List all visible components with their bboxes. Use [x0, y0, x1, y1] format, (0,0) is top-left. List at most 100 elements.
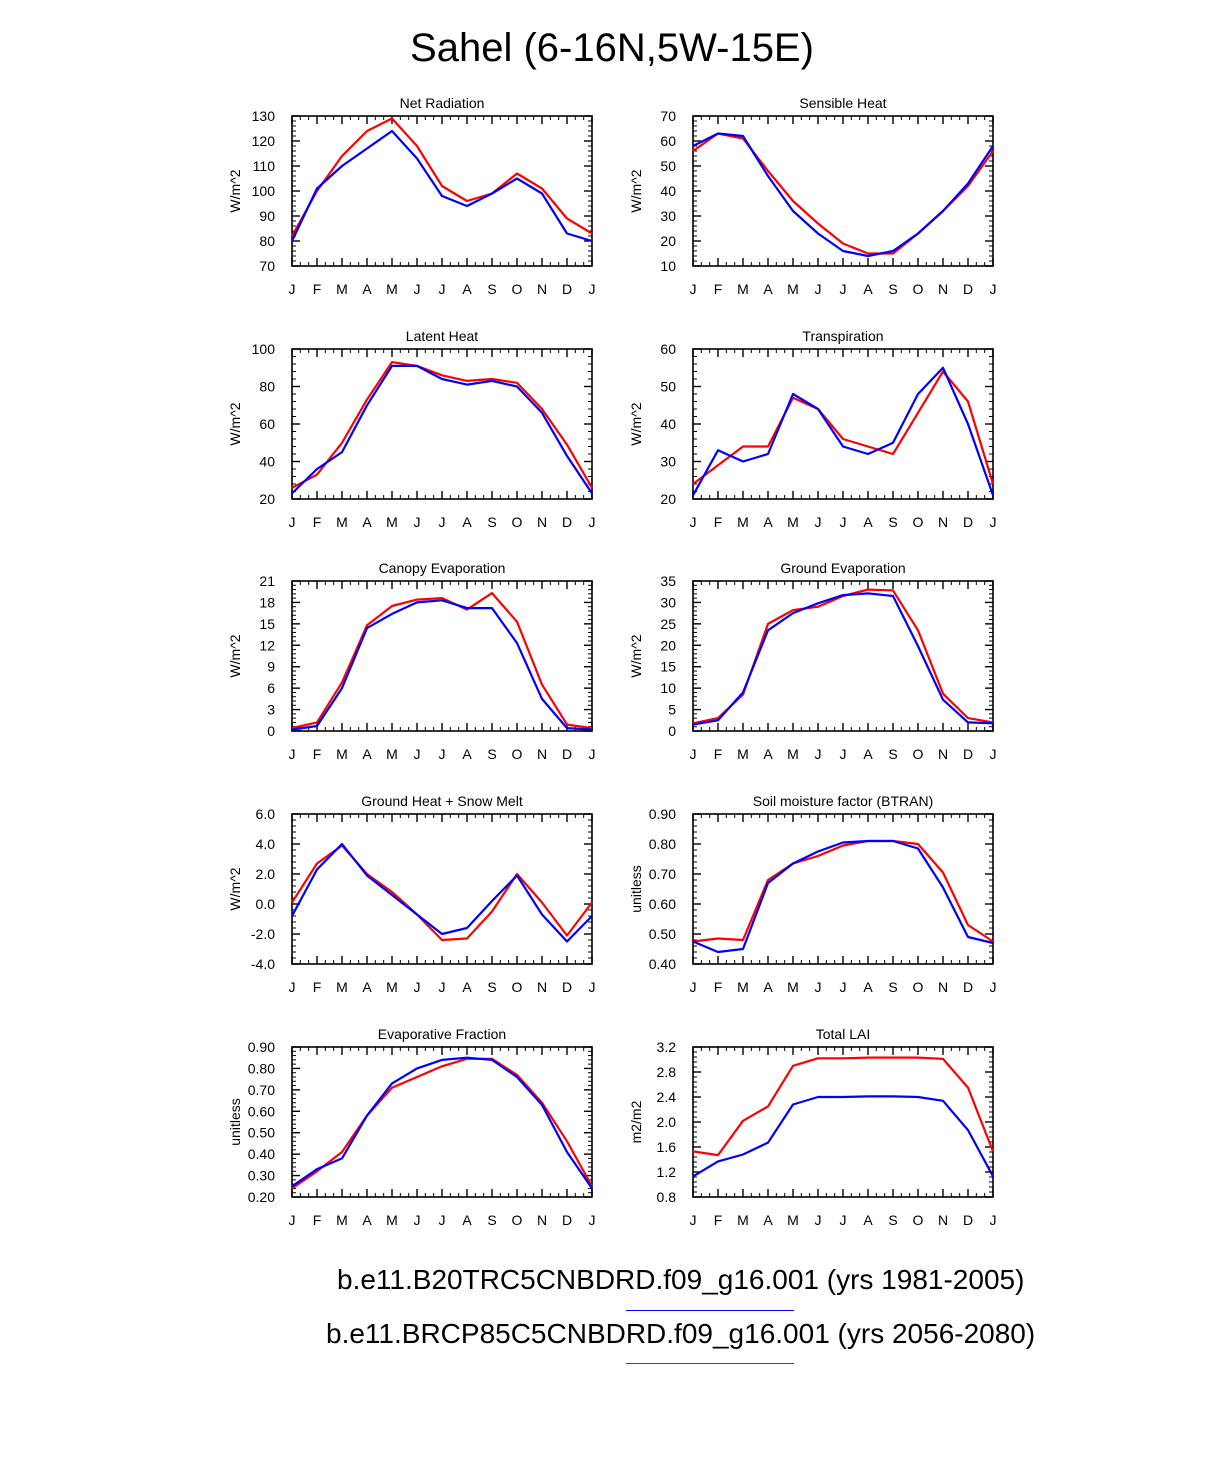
x-tick-label: J: [840, 281, 847, 297]
y-tick-label: 30: [660, 454, 676, 470]
y-tick-label: 0.80: [649, 836, 676, 852]
x-tick-label: N: [537, 514, 547, 530]
x-tick-label: N: [938, 746, 948, 762]
x-tick-label: A: [362, 1212, 372, 1228]
x-tick-label: O: [913, 1212, 924, 1228]
x-tick-label: F: [313, 281, 322, 297]
y-tick-label: 12: [259, 637, 275, 653]
x-tick-label: M: [737, 746, 749, 762]
series-line-future: [291, 361, 593, 489]
y-tick-label: 20: [259, 491, 275, 507]
series-line-future: [692, 839, 994, 943]
legend-swatch-historical: [626, 1310, 794, 1311]
y-axis-label: W/m^2: [227, 634, 243, 677]
y-axis-label: W/m^2: [227, 867, 243, 910]
x-tick-label: N: [938, 1212, 948, 1228]
x-tick-label: J: [439, 514, 446, 530]
x-tick-label: N: [938, 514, 948, 530]
x-tick-label: D: [562, 281, 572, 297]
panel-transpiration: J F M A M J J A S O N D J2030405060TranspirationW/m^…: [628, 328, 997, 530]
panel-title: Canopy Evaporation: [379, 560, 506, 576]
x-tick-label: M: [336, 1212, 348, 1228]
y-tick-label: 4.0: [256, 836, 276, 852]
x-tick-label: A: [763, 746, 773, 762]
y-tick-label: 1.6: [657, 1139, 677, 1155]
x-tick-label: J: [690, 746, 697, 762]
x-tick-label: J: [414, 746, 421, 762]
y-axis-label: W/m^2: [628, 634, 644, 677]
series-line-historical: [692, 366, 995, 496]
x-tick-label: M: [787, 979, 799, 995]
x-tick-label: D: [562, 746, 572, 762]
panel-soil-moisture-factor-btran: J F M A M J J A S O N D J0.400.500.600.700.800.90Soi…: [628, 793, 997, 995]
panel-evaporative-fraction: J F M A M J J A S O N D J0.200.300.400.500.600.700.8…: [227, 1026, 596, 1228]
x-tick-label: J: [289, 514, 296, 530]
series-line-historical: [692, 839, 994, 954]
x-tick-label: J: [815, 979, 822, 995]
x-tick-label: M: [336, 514, 348, 530]
y-tick-label: 120: [252, 133, 276, 149]
x-tick-label: J: [589, 979, 596, 995]
y-tick-label: 10: [660, 258, 676, 274]
y-tick-label: 0.40: [248, 1146, 275, 1162]
y-tick-label: 60: [259, 416, 275, 432]
x-tick-label: A: [763, 514, 773, 530]
y-tick-label: 3: [267, 702, 275, 718]
x-tick-label: J: [439, 281, 446, 297]
x-tick-label: J: [990, 1212, 997, 1228]
y-tick-label: 0.70: [248, 1082, 275, 1098]
x-tick-label: M: [336, 746, 348, 762]
x-tick-label: J: [289, 281, 296, 297]
y-tick-label: 90: [259, 208, 275, 224]
y-tick-label: 0.90: [248, 1039, 275, 1055]
y-tick-label: 100: [252, 183, 276, 199]
x-tick-label: M: [787, 514, 799, 530]
y-axis-label: W/m^2: [628, 402, 644, 445]
y-tick-label: 0.20: [248, 1189, 275, 1205]
panel-title: Net Radiation: [400, 95, 485, 111]
page-title: Sahel (6-16N,5W-15E): [410, 26, 814, 70]
y-tick-label: 40: [660, 416, 676, 432]
y-tick-label: 18: [259, 594, 275, 610]
x-tick-label: J: [840, 979, 847, 995]
x-tick-label: J: [289, 1212, 296, 1228]
x-tick-label: J: [439, 746, 446, 762]
y-axis-label: W/m^2: [227, 169, 243, 212]
x-tick-label: J: [990, 979, 997, 995]
x-tick-label: J: [815, 281, 822, 297]
x-tick-label: O: [512, 514, 523, 530]
x-tick-label: F: [714, 1212, 723, 1228]
panel-title: Ground Evaporation: [780, 560, 905, 576]
y-tick-label: 60: [660, 341, 676, 357]
y-tick-label: 3.2: [657, 1039, 677, 1055]
series-line-historical: [692, 592, 994, 726]
x-tick-label: A: [763, 281, 773, 297]
y-tick-label: 10: [660, 680, 676, 696]
x-tick-label: A: [462, 281, 472, 297]
x-tick-label: D: [963, 281, 973, 297]
x-tick-label: M: [737, 514, 749, 530]
x-tick-label: F: [313, 1212, 322, 1228]
y-axis-label: unitless: [227, 1098, 243, 1145]
plot-frame: [692, 348, 994, 500]
y-tick-label: 0.50: [649, 926, 676, 942]
panel-title: Evaporative Fraction: [378, 1026, 506, 1042]
y-tick-label: 100: [252, 341, 276, 357]
x-tick-label: S: [888, 281, 897, 297]
x-tick-label: N: [537, 746, 547, 762]
x-tick-label: J: [990, 746, 997, 762]
plot-frame: [291, 348, 593, 500]
series-line-future: [291, 117, 593, 237]
x-tick-label: O: [512, 979, 523, 995]
y-axis-label: unitless: [628, 865, 644, 912]
x-tick-label: M: [336, 979, 348, 995]
y-tick-label: 0.70: [649, 866, 676, 882]
y-axis-label: m2/m2: [628, 1100, 644, 1143]
y-tick-label: 0.80: [248, 1060, 275, 1076]
series-line-historical: [291, 364, 593, 495]
x-tick-label: S: [888, 746, 897, 762]
y-tick-label: 9: [267, 659, 275, 675]
x-tick-label: A: [863, 746, 873, 762]
x-tick-label: A: [362, 281, 372, 297]
